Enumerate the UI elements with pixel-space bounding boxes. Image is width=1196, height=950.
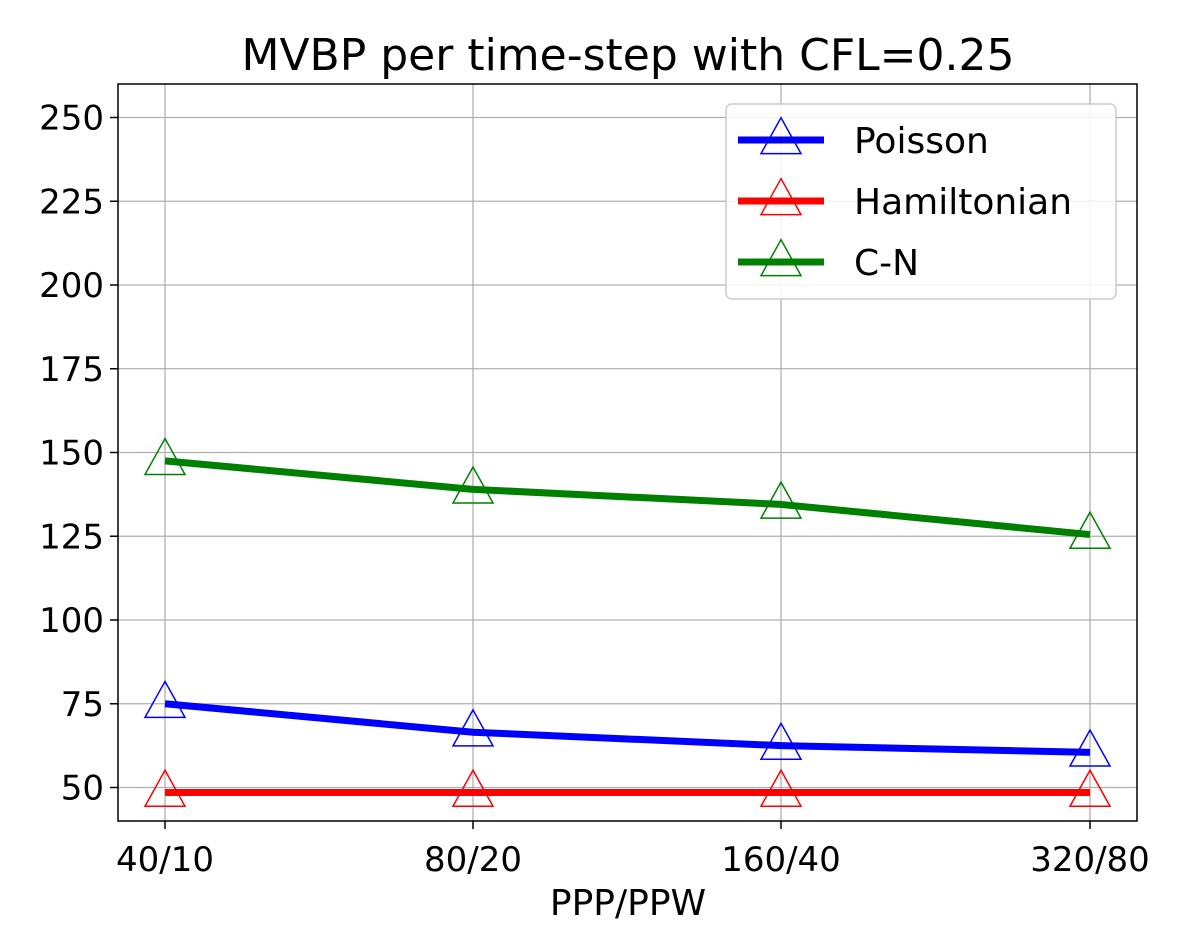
x-tick-label: 80/20 [424,840,522,880]
legend-label: C-N [854,243,919,284]
data-point-marker [143,437,187,476]
y-tick-label: 250 [39,99,104,139]
y-tick-label: 225 [39,182,104,222]
legend-label: Hamiltonian [854,182,1072,223]
data-point-marker [1068,728,1112,767]
y-axis: 50 75 100 125 150 175 200 225 250 [39,99,118,809]
data-point-marker [451,768,495,807]
legend-box [725,103,1117,300]
data-point-marker [759,480,803,519]
series-layer [143,437,1112,807]
legend-swatch-marker [759,116,803,155]
series-c-n [143,437,1112,550]
data-point-marker [1068,510,1112,550]
series-line [164,700,1091,756]
y-tick-label: 125 [39,517,104,557]
series-hamiltonian [143,768,1112,807]
data-point-marker [759,768,803,807]
data-point-marker [143,679,187,719]
legend-item: Poisson [738,116,989,162]
series-line [164,457,1091,539]
x-tick-label: 160/40 [721,840,841,880]
y-tick-label: 50 [61,769,104,809]
data-point-marker [1068,768,1112,807]
legend: Poisson Hamiltonian C-N [725,103,1117,300]
legend-item: Hamiltonian [738,177,1072,223]
x-axis-label: PPP/PPW [550,883,706,924]
legend-swatch-marker [759,177,803,216]
data-point-marker [451,465,495,504]
series-poisson [143,679,1112,767]
y-tick-label: 200 [39,266,104,306]
x-tick-label: 40/10 [116,840,214,880]
y-tick-label: 150 [39,434,104,474]
y-tick-label: 175 [39,350,104,390]
legend-label: Poisson [854,121,989,162]
x-axis: 40/10 80/20 160/40 320/80 [116,821,1150,880]
data-point-marker [451,708,495,747]
y-tick-label: 100 [39,601,104,641]
legend-swatch-marker [759,238,803,277]
data-point-marker [143,768,187,807]
y-tick-label: 75 [61,685,104,725]
chart-title: MVBP per time-step with CFL=0.25 [241,30,1014,81]
legend-item: C-N [738,238,919,284]
x-tick-label: 320/80 [1030,840,1150,880]
data-point-marker [759,721,803,761]
